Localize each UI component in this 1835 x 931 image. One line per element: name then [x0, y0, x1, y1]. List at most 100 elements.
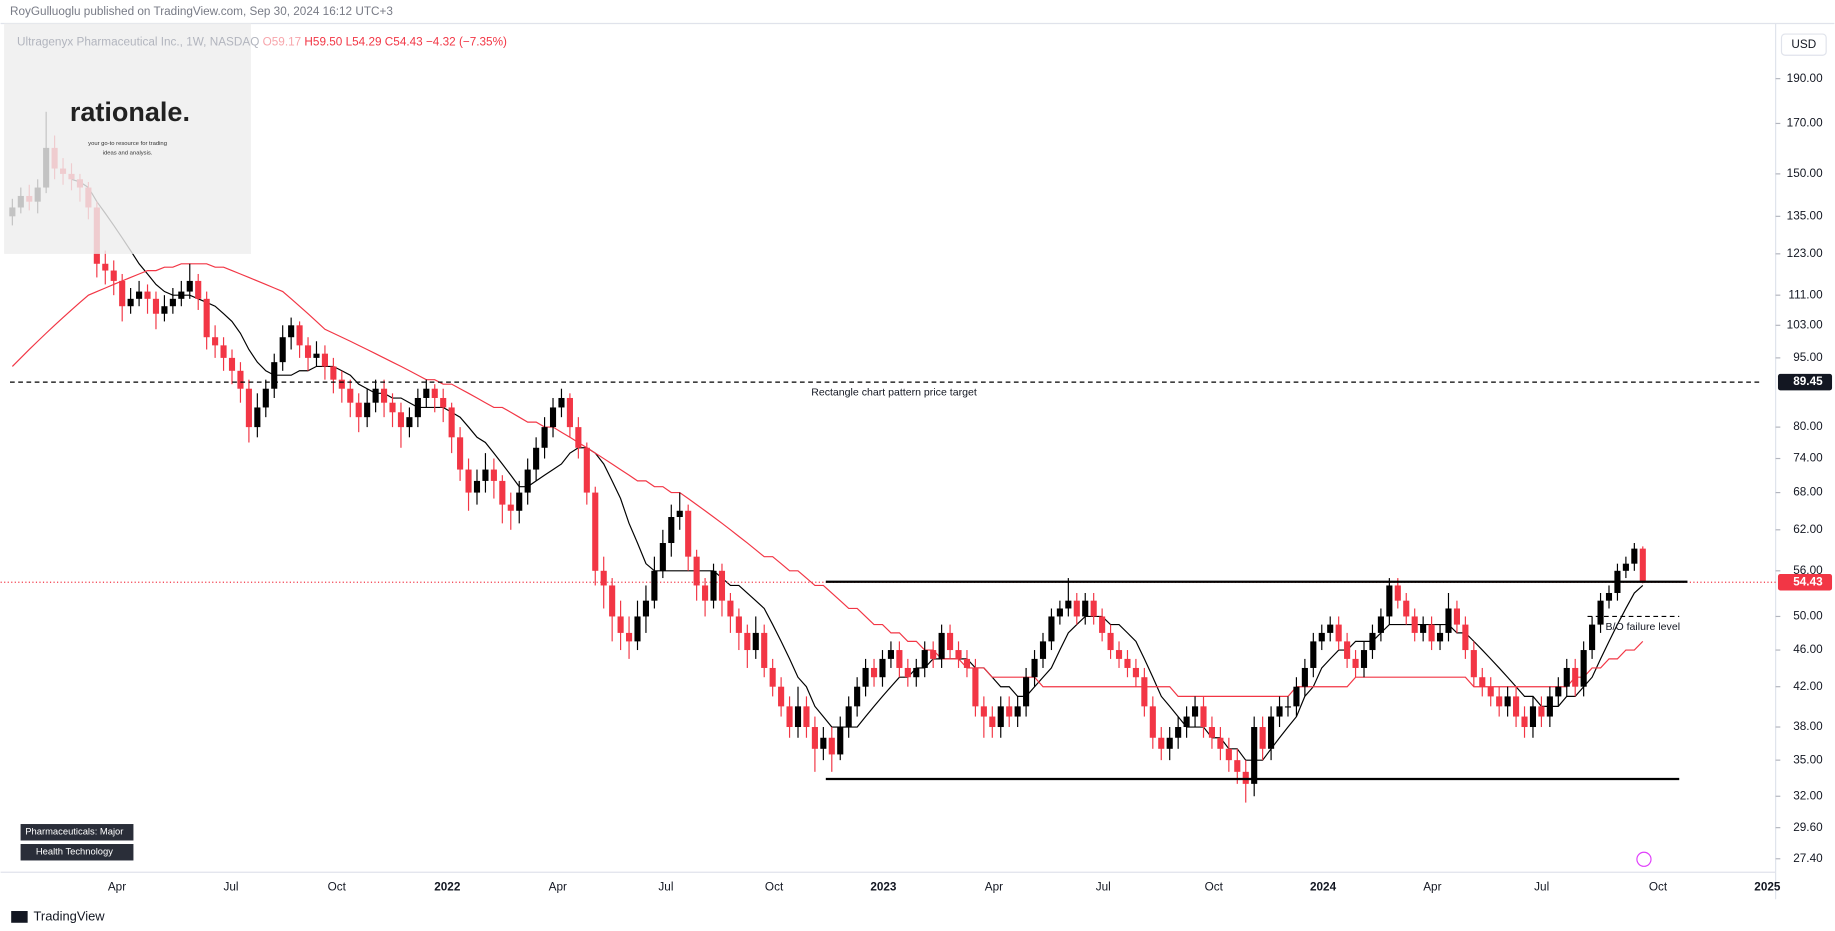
candle-body	[1496, 696, 1503, 707]
candle-body	[1597, 600, 1604, 625]
candle-body	[144, 291, 151, 299]
level-value-box	[1777, 373, 1833, 391]
candle-body	[1394, 585, 1401, 601]
candle-body	[119, 280, 126, 307]
candle-body	[212, 337, 219, 346]
candle-body	[338, 379, 345, 389]
candle-body	[1377, 616, 1384, 633]
candle-body	[963, 658, 971, 668]
candle-body	[440, 397, 447, 408]
candle-body	[381, 388, 388, 403]
candle-body	[330, 366, 337, 380]
candle-body	[744, 632, 751, 651]
candle-body	[313, 353, 320, 358]
candle-body	[845, 706, 852, 728]
candle-body	[1462, 624, 1469, 651]
candle-body	[271, 362, 278, 389]
watermark-title: rationale.	[70, 97, 190, 127]
candle-body	[1622, 563, 1629, 571]
candle-body	[1631, 548, 1638, 564]
candle-body	[558, 397, 565, 408]
candle-body	[1639, 548, 1646, 583]
tag-label: Pharmaceuticals: Major	[25, 826, 123, 837]
candle-body	[1411, 616, 1418, 633]
event-icon[interactable]	[1636, 851, 1652, 867]
candle-body	[448, 407, 455, 438]
tag-label: Health Technology	[36, 846, 113, 857]
candle-body	[1048, 616, 1055, 642]
tag[interactable]	[20, 824, 134, 841]
x-tick-label: 2022	[434, 881, 461, 894]
candle-body	[702, 585, 709, 601]
candle-body	[980, 706, 987, 717]
candle-body	[110, 270, 117, 281]
candle-body	[262, 388, 269, 408]
candle-body	[499, 480, 506, 505]
candle-body	[1023, 677, 1030, 707]
candle-body	[828, 737, 835, 755]
candle-body	[457, 437, 464, 470]
candle-body	[1200, 706, 1207, 728]
candle-body	[1099, 616, 1106, 633]
candle-body	[245, 388, 252, 428]
publisher: RoyGulluoglu published on TradingView.co…	[10, 5, 393, 18]
candle-body	[1082, 600, 1089, 617]
candle-body	[625, 632, 633, 642]
candle-body	[1284, 706, 1292, 708]
candle-body	[1166, 737, 1173, 749]
candle-body	[1124, 658, 1131, 668]
candle-body	[1141, 677, 1148, 707]
candle-body	[1572, 667, 1579, 687]
candle-body	[1327, 624, 1334, 633]
candle-body	[1403, 600, 1410, 617]
candle-body	[575, 427, 582, 448]
candle-body	[1225, 748, 1232, 761]
candle-body	[710, 570, 717, 601]
last-price-box	[1777, 574, 1833, 591]
candle-body	[862, 667, 869, 687]
candle-body	[651, 570, 658, 601]
candle-body	[516, 492, 523, 511]
x-tick-label: Apr	[108, 881, 126, 894]
legend-close: C54.43	[385, 35, 423, 48]
candle-body	[583, 447, 590, 493]
y-tick-label: 170.00	[1787, 117, 1823, 130]
candle-body	[1090, 600, 1097, 617]
tag[interactable]	[20, 844, 134, 861]
candle-body	[989, 716, 996, 728]
candle-body	[1546, 696, 1553, 717]
candle-body	[1360, 650, 1368, 668]
candle-body	[1352, 658, 1359, 668]
y-tick-label: 190.00	[1787, 72, 1823, 85]
candle-body	[566, 397, 573, 428]
candle-body	[1293, 686, 1300, 707]
candle-body	[1006, 706, 1013, 717]
candle-body	[296, 325, 303, 346]
candle-body	[887, 650, 894, 659]
candle-body	[1065, 600, 1072, 609]
x-tick-label: Jul	[1534, 881, 1549, 894]
candle-body	[169, 298, 176, 307]
candle-body	[304, 345, 312, 358]
candle-body	[1470, 650, 1477, 678]
y-tick-label: 95.00	[1793, 351, 1823, 364]
candle-body	[1538, 706, 1545, 717]
candle-body	[1318, 632, 1325, 642]
y-tick-label: 74.00	[1793, 452, 1823, 465]
candle-body	[896, 650, 903, 668]
candle-body	[1521, 716, 1528, 728]
candle-body	[178, 291, 185, 299]
y-tick-label: 62.00	[1793, 523, 1823, 536]
candle-body	[879, 658, 886, 678]
y-tick-label: 50.00	[1793, 610, 1823, 623]
candle-body	[533, 447, 540, 470]
candle-body	[524, 469, 531, 493]
candle-body	[676, 510, 683, 518]
legend-change: −4.32 (−7.35%)	[426, 35, 507, 48]
candle-body	[1251, 727, 1258, 784]
candle-body	[1149, 706, 1156, 738]
y-tick-label: 38.00	[1793, 720, 1823, 733]
currency-button[interactable]	[1780, 33, 1827, 56]
candle-body	[659, 543, 666, 571]
